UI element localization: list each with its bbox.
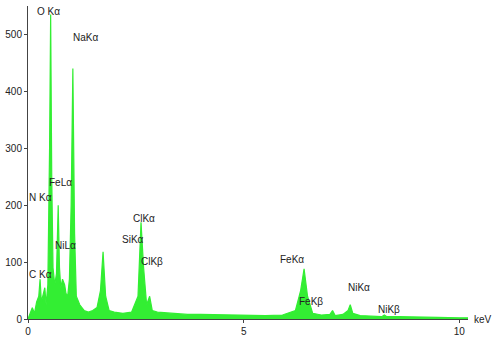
svg-text:ClKα: ClKα bbox=[133, 213, 155, 224]
svg-text:keV: keV bbox=[474, 314, 492, 325]
svg-text:FeLα: FeLα bbox=[49, 177, 72, 188]
svg-text:200: 200 bbox=[5, 200, 22, 211]
svg-text:500: 500 bbox=[5, 29, 22, 40]
svg-text:SiKα: SiKα bbox=[122, 234, 144, 245]
svg-text:ClKβ: ClKβ bbox=[141, 256, 163, 267]
svg-text:0: 0 bbox=[25, 326, 31, 337]
svg-text:100: 100 bbox=[5, 257, 22, 268]
svg-text:C Kα: C Kα bbox=[29, 269, 52, 280]
svg-text:5: 5 bbox=[241, 326, 247, 337]
svg-text:0: 0 bbox=[16, 314, 22, 325]
svg-text:O Kα: O Kα bbox=[37, 6, 60, 17]
svg-text:NiKα: NiKα bbox=[348, 282, 370, 293]
svg-text:NiKβ: NiKβ bbox=[378, 304, 400, 315]
svg-text:NiLα: NiLα bbox=[55, 240, 76, 251]
svg-text:N Kα: N Kα bbox=[29, 192, 52, 203]
svg-text:300: 300 bbox=[5, 143, 22, 154]
svg-text:400: 400 bbox=[5, 86, 22, 97]
svg-text:FeKα: FeKα bbox=[280, 254, 304, 265]
svg-text:10: 10 bbox=[454, 326, 466, 337]
svg-text:FeKβ: FeKβ bbox=[299, 296, 323, 307]
svg-text:NaKα: NaKα bbox=[73, 32, 98, 43]
